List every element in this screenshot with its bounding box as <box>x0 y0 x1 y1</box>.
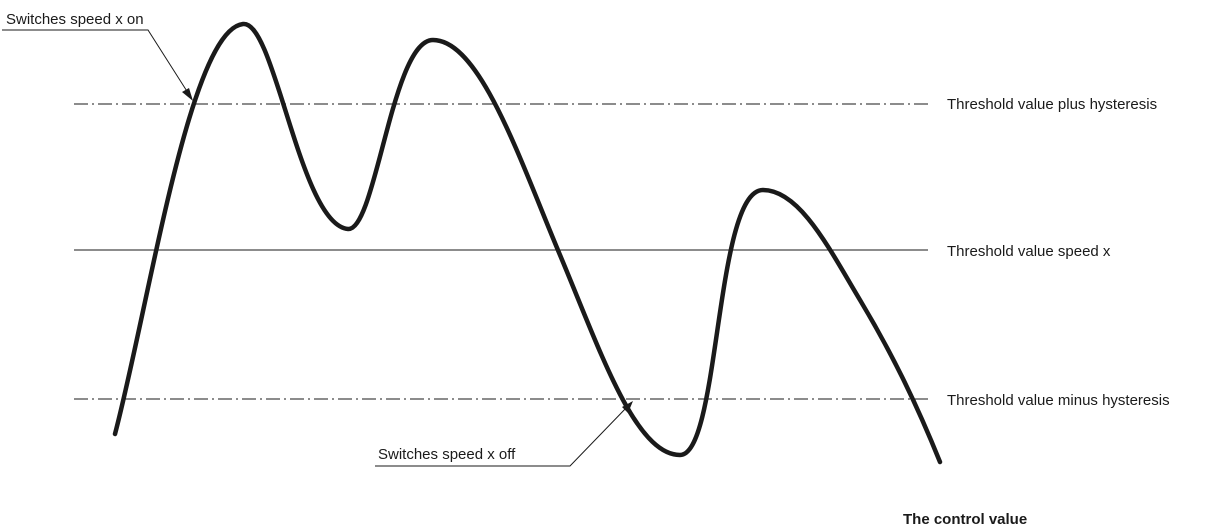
lower-threshold-label: Threshold value minus hysteresis <box>947 392 1170 409</box>
switch-off-arrowhead <box>622 401 633 413</box>
switch-on-leader <box>2 29 191 97</box>
threshold-label: Threshold value speed x <box>947 243 1111 260</box>
control-value-label: The control value <box>903 511 1027 528</box>
switch-off-callout: Switches speed x off <box>375 401 633 467</box>
control-value-curve <box>112 21 943 465</box>
upper-threshold-label: Threshold value plus hysteresis <box>947 96 1157 113</box>
switch-off-leader <box>375 405 629 467</box>
switch-on-callout: Switches speed x on <box>2 11 193 101</box>
switch-on-label: Switches speed x on <box>6 11 144 28</box>
switch-off-label: Switches speed x off <box>378 446 516 463</box>
switch-on-arrowhead <box>182 88 193 101</box>
